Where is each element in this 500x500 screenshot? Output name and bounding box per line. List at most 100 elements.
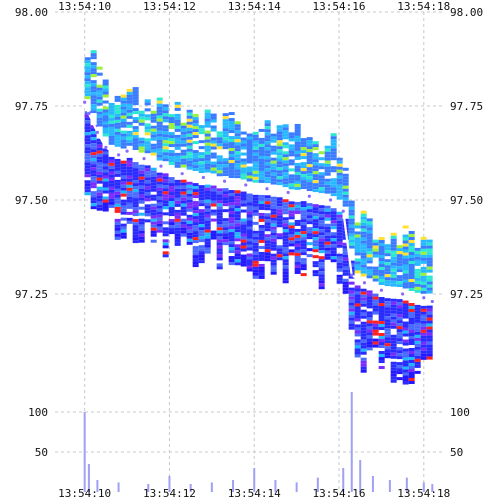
depth-cell bbox=[300, 267, 307, 271]
depth-cell bbox=[282, 163, 289, 167]
depth-cell bbox=[126, 154, 133, 158]
depth-cell bbox=[90, 131, 97, 135]
depth-cell bbox=[102, 169, 109, 173]
depth-cell bbox=[252, 155, 259, 159]
depth-cell bbox=[402, 294, 409, 298]
depth-cell bbox=[108, 120, 115, 124]
depth-cell bbox=[246, 142, 253, 146]
depth-cell bbox=[84, 135, 91, 139]
depth-cell bbox=[420, 281, 427, 285]
depth-cell bbox=[408, 267, 415, 271]
depth-cell bbox=[276, 131, 283, 135]
depth-cell bbox=[234, 166, 241, 170]
depth-cell bbox=[324, 211, 331, 215]
depth-cell bbox=[240, 239, 247, 243]
depth-cell bbox=[198, 224, 205, 228]
depth-cell bbox=[300, 249, 307, 253]
depth-cell bbox=[162, 245, 169, 249]
depth-cell bbox=[420, 338, 427, 342]
depth-cell bbox=[132, 180, 139, 184]
depth-cell bbox=[156, 211, 163, 215]
depth-cell bbox=[84, 192, 91, 196]
depth-cell bbox=[420, 266, 427, 270]
depth-cell bbox=[420, 236, 427, 240]
depth-cell bbox=[288, 249, 295, 253]
depth-cell bbox=[234, 232, 241, 236]
depth-cell bbox=[258, 182, 265, 186]
depth-cell bbox=[306, 209, 313, 213]
depth-cell bbox=[330, 187, 337, 191]
depth-cell bbox=[204, 229, 211, 233]
depth-cell bbox=[222, 194, 229, 198]
depth-cell bbox=[318, 241, 325, 245]
depth-cell bbox=[426, 341, 433, 345]
depth-cell bbox=[162, 185, 169, 189]
depth-cell bbox=[204, 121, 211, 125]
depth-cell bbox=[420, 275, 427, 279]
depth-cell bbox=[264, 144, 271, 148]
depth-cell bbox=[174, 134, 181, 138]
depth-cell bbox=[360, 222, 367, 226]
depth-cell bbox=[384, 271, 391, 275]
depth-cell bbox=[258, 146, 265, 150]
depth-cell bbox=[114, 167, 121, 171]
depth-cell bbox=[270, 175, 277, 179]
depth-cell bbox=[282, 253, 289, 257]
depth-cell bbox=[426, 287, 433, 291]
depth-cell bbox=[114, 107, 121, 111]
depth-cell bbox=[96, 177, 103, 181]
depth-cell bbox=[234, 157, 241, 161]
depth-cell bbox=[162, 131, 169, 135]
depth-cell bbox=[222, 125, 229, 129]
depth-cell bbox=[102, 208, 109, 212]
depth-cell bbox=[180, 221, 187, 225]
depth-cell bbox=[348, 290, 355, 294]
depth-cell bbox=[372, 278, 379, 282]
depth-cell bbox=[270, 163, 277, 167]
depth-cell bbox=[102, 139, 109, 143]
depth-cell bbox=[108, 192, 115, 196]
depth-cell bbox=[390, 247, 397, 251]
depth-cell bbox=[120, 94, 127, 98]
depth-cell bbox=[360, 273, 367, 277]
depth-cell bbox=[402, 234, 409, 238]
depth-cell bbox=[252, 221, 259, 225]
depth-cell bbox=[270, 256, 277, 260]
depth-cell bbox=[222, 116, 229, 120]
depth-cell bbox=[372, 311, 379, 315]
depth-cell bbox=[324, 163, 331, 167]
depth-cell bbox=[354, 333, 361, 337]
depth-cell bbox=[144, 144, 151, 148]
depth-cell bbox=[204, 136, 211, 140]
depth-cell bbox=[258, 269, 265, 273]
depth-cell bbox=[414, 331, 421, 335]
depth-cell bbox=[96, 129, 103, 133]
depth-cell bbox=[282, 229, 289, 233]
depth-cell bbox=[126, 217, 133, 221]
depth-cell bbox=[180, 212, 187, 216]
depth-cell bbox=[192, 225, 199, 229]
depth-cell bbox=[330, 241, 337, 245]
depth-cell bbox=[420, 287, 427, 291]
depth-cell bbox=[414, 370, 421, 374]
depth-cell bbox=[174, 212, 181, 216]
depth-cell bbox=[240, 233, 247, 237]
depth-cell bbox=[414, 328, 421, 332]
depth-cell bbox=[300, 207, 307, 211]
depth-cell bbox=[270, 133, 277, 137]
depth-cell bbox=[360, 216, 367, 220]
depth-cell bbox=[246, 205, 253, 209]
depth-cell bbox=[300, 246, 307, 250]
depth-cell bbox=[348, 212, 355, 216]
depth-cell bbox=[282, 178, 289, 182]
depth-cell bbox=[102, 106, 109, 110]
depth-cell bbox=[270, 196, 277, 200]
x-tick-label-top: 13:54:14 bbox=[228, 0, 281, 13]
depth-cell bbox=[294, 183, 301, 187]
depth-cell bbox=[222, 113, 229, 117]
depth-cell bbox=[84, 90, 91, 94]
depth-cell bbox=[96, 126, 103, 130]
depth-cell bbox=[300, 261, 307, 265]
depth-cell bbox=[384, 244, 391, 248]
depth-cell bbox=[132, 126, 139, 130]
